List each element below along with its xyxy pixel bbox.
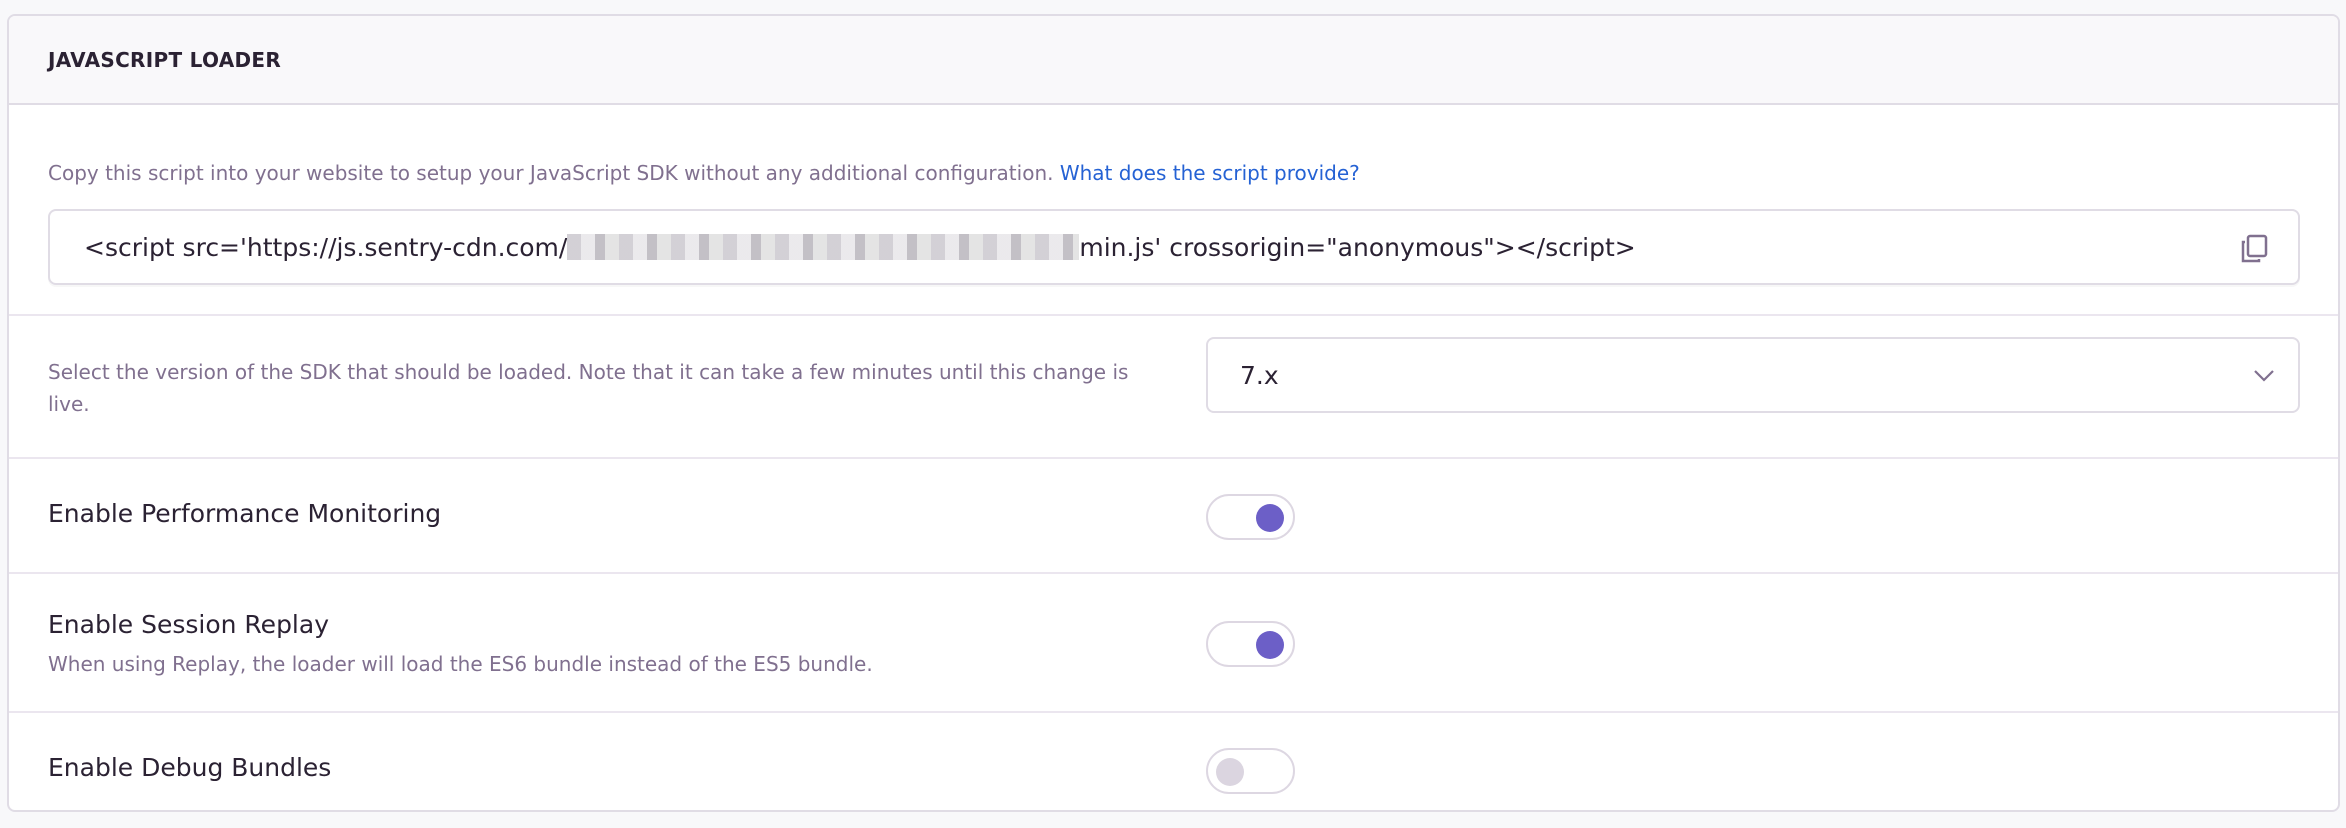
redacted-key	[567, 234, 1080, 260]
toggle-row-debug-bundles: Enable Debug Bundles	[9, 713, 2338, 810]
sdk-version-select[interactable]: 7.x	[1206, 337, 2300, 413]
toggle-label: Enable Debug Bundles	[48, 753, 332, 782]
loader-script-field[interactable]: <script src='https://js.sentry-cdn.com/m…	[48, 209, 2300, 285]
panel-title: JAVASCRIPT LOADER	[9, 16, 2338, 105]
debug-bundles-toggle[interactable]	[1206, 748, 1295, 794]
javascript-loader-panel: JAVASCRIPT LOADER Copy this script into …	[7, 14, 2340, 812]
toggle-help: When using Replay, the loader will load …	[48, 652, 873, 676]
script-suffix: min.js' crossorigin="anonymous"></script…	[1079, 232, 1636, 262]
version-description: Select the version of the SDK that shoul…	[48, 360, 1129, 416]
performance-monitoring-toggle[interactable]	[1206, 494, 1295, 540]
toggle-knob	[1256, 631, 1284, 659]
session-replay-toggle[interactable]	[1206, 621, 1295, 667]
toggle-row-session-replay: Enable Session Replay When using Replay,…	[9, 574, 2338, 713]
toggle-label: Enable Performance Monitoring	[48, 499, 442, 528]
help-link[interactable]: What does the script provide?	[1059, 161, 1360, 185]
chevron-down-icon	[2254, 370, 2274, 382]
description-text: Copy this script into your website to se…	[48, 161, 1054, 185]
sdk-version-row: Select the version of the SDK that shoul…	[9, 316, 2338, 459]
selected-version: 7.x	[1240, 360, 1279, 390]
toggle-knob	[1216, 758, 1244, 786]
script-prefix: <script src='https://js.sentry-cdn.com/	[84, 232, 568, 262]
loader-script-row: Copy this script into your website to se…	[9, 107, 2338, 316]
loader-description: Copy this script into your website to se…	[48, 157, 1360, 189]
copy-icon[interactable]	[2238, 233, 2270, 265]
toggle-label: Enable Session Replay	[48, 610, 329, 639]
toggle-knob	[1256, 504, 1284, 532]
toggle-row-performance: Enable Performance Monitoring	[9, 459, 2338, 574]
